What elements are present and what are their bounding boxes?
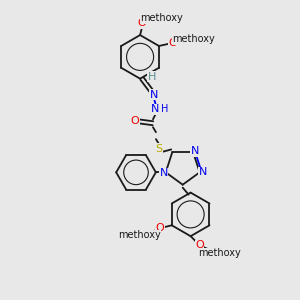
Text: O: O (131, 116, 140, 126)
Text: N: N (191, 146, 199, 156)
Text: N: N (198, 167, 207, 177)
Text: O: O (195, 240, 204, 250)
Text: O: O (138, 18, 146, 28)
Text: H: H (148, 72, 156, 82)
Text: methoxy: methoxy (198, 248, 241, 258)
Text: methoxy: methoxy (140, 13, 183, 23)
Text: N: N (160, 168, 168, 178)
Text: methoxy: methoxy (172, 34, 215, 44)
Text: O: O (169, 38, 177, 48)
Text: N: N (151, 104, 159, 114)
Text: H: H (161, 104, 168, 114)
Text: methoxy: methoxy (118, 230, 160, 240)
Text: S: S (155, 144, 163, 154)
Text: N: N (150, 89, 158, 100)
Text: O: O (155, 223, 164, 233)
